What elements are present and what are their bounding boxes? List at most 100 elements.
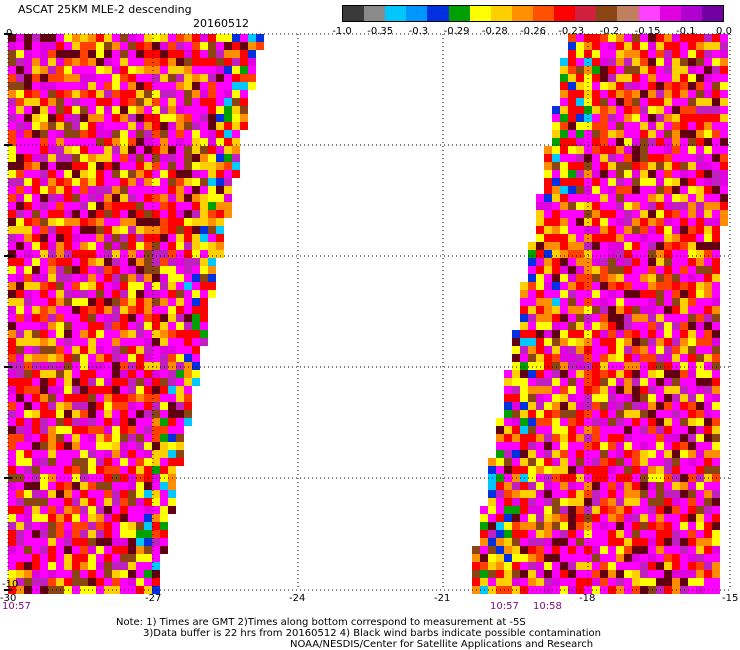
swath-cell (696, 354, 704, 362)
swath-cell (128, 186, 136, 194)
swath-cell (592, 258, 600, 266)
swath-cell (32, 482, 40, 490)
swath-cell (96, 362, 104, 370)
swath-cell (560, 306, 568, 314)
swath-cell (80, 458, 88, 466)
swath-cell (624, 170, 632, 178)
swath-cell (112, 370, 120, 378)
swath-cell (40, 322, 48, 330)
swath-cell (48, 210, 56, 218)
swath-cell (112, 290, 120, 298)
swath-cell (680, 554, 688, 562)
swath-cell (544, 370, 552, 378)
swath-cell (632, 554, 640, 562)
swath-cell (80, 66, 88, 74)
swath-cell (16, 442, 24, 450)
swath-cell (616, 410, 624, 418)
swath-cell (72, 338, 80, 346)
swath-cell (144, 138, 152, 146)
swath-cell (504, 410, 512, 418)
swath-cell (104, 338, 112, 346)
swath-cell (88, 522, 96, 530)
swath-cell (56, 162, 64, 170)
swath-cell (688, 106, 696, 114)
swath-cell (160, 114, 168, 122)
swath-cell (56, 218, 64, 226)
swath-cell (624, 130, 632, 138)
swath-cell (184, 130, 192, 138)
swath-cell (184, 42, 192, 50)
swath-cell (24, 170, 32, 178)
swath-cell (192, 34, 200, 42)
swath-cell (624, 418, 632, 426)
swath-cell (592, 458, 600, 466)
swath-cell (592, 242, 600, 250)
swath-cell (712, 114, 720, 122)
swath-cell (512, 330, 520, 338)
swath-cell (592, 290, 600, 298)
swath-cell (680, 42, 688, 50)
swath-cell (704, 250, 712, 258)
swath-cell (232, 130, 240, 138)
swath-cell (144, 522, 152, 530)
swath-cell (80, 354, 88, 362)
swath-cell (680, 530, 688, 538)
swath-cell (40, 562, 48, 570)
swath-cell (680, 570, 688, 578)
swath-cell (656, 362, 664, 370)
swath-cell (576, 498, 584, 506)
swath-cell (672, 578, 680, 586)
swath-cell (120, 90, 128, 98)
swath-cell (40, 242, 48, 250)
swath-cell (152, 154, 160, 162)
swath-cell (120, 354, 128, 362)
swath-cell (128, 370, 136, 378)
swath-cell (712, 546, 720, 554)
swath-cell (656, 514, 664, 522)
swath-cell (704, 562, 712, 570)
swath-cell (96, 322, 104, 330)
swath-cell (640, 298, 648, 306)
swath-cell (712, 426, 720, 434)
swath-cell (600, 554, 608, 562)
swath-cell (640, 82, 648, 90)
swath-cell (152, 402, 160, 410)
swath-cell (128, 522, 136, 530)
swath-cell (136, 146, 144, 154)
swath-cell (128, 538, 136, 546)
swath-cell (24, 322, 32, 330)
swath-cell (64, 42, 72, 50)
swath-cell (120, 82, 128, 90)
swath-cell (696, 178, 704, 186)
swath-cell (200, 210, 208, 218)
swath-cell (544, 538, 552, 546)
swath-cell (648, 202, 656, 210)
swath-cell (576, 154, 584, 162)
swath-cell (664, 130, 672, 138)
swath-cell (40, 274, 48, 282)
swath-cell (184, 58, 192, 66)
swath-cell (640, 538, 648, 546)
swath-cell (640, 554, 648, 562)
swath-cell (552, 138, 560, 146)
swath-cell (72, 562, 80, 570)
swath-cell (640, 266, 648, 274)
swath-cell (232, 90, 240, 98)
swath-cell (104, 250, 112, 258)
swath-cell (688, 546, 696, 554)
swath-cell (544, 282, 552, 290)
swath-cell (688, 298, 696, 306)
swath-cell (664, 114, 672, 122)
swath-cell (536, 434, 544, 442)
swath-cell (152, 66, 160, 74)
swath-cell (688, 98, 696, 106)
swath-cell (592, 450, 600, 458)
swath-cell (544, 546, 552, 554)
swath-cell (88, 354, 96, 362)
swath-cell (528, 490, 536, 498)
swath-cell (696, 258, 704, 266)
swath-cell (608, 258, 616, 266)
color-scale-swatch (343, 6, 365, 21)
swath-cell (608, 290, 616, 298)
swath-cell (704, 466, 712, 474)
